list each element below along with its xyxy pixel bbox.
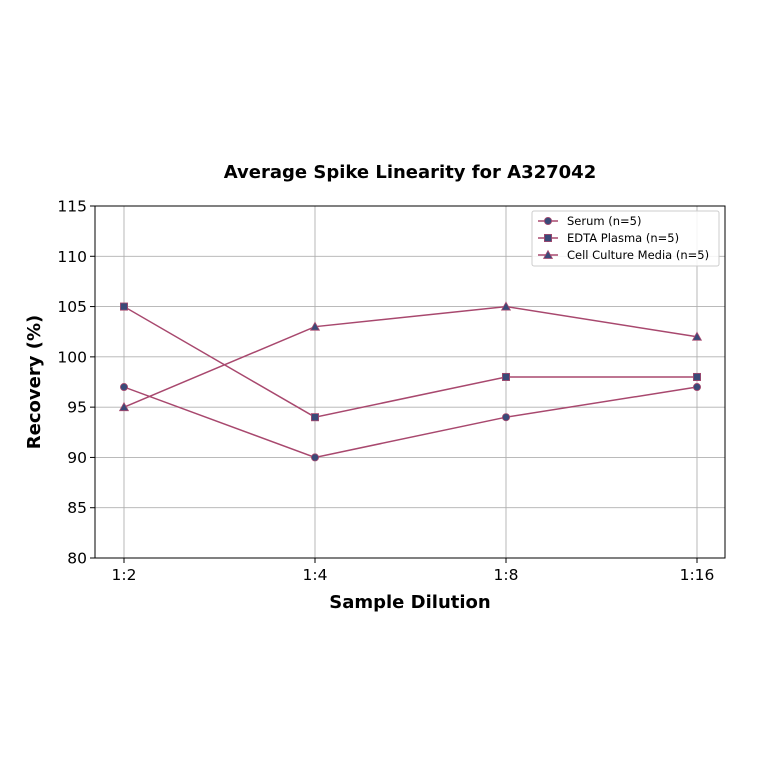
x-tick-label: 1:16 <box>680 566 715 584</box>
y-tick-label: 110 <box>57 248 87 266</box>
data-point <box>310 453 319 462</box>
legend-item: EDTA Plasma (n=5) <box>538 231 679 245</box>
legend-marker <box>542 249 554 259</box>
data-point <box>309 321 321 331</box>
plot-frame <box>94 205 726 559</box>
series-triangle <box>118 301 703 412</box>
data-point <box>310 413 319 422</box>
x-tick-label: 1:4 <box>303 566 328 584</box>
data-point <box>501 372 510 381</box>
y-tick-label: 90 <box>67 449 87 467</box>
series-line <box>123 305 698 408</box>
data-point <box>500 301 512 311</box>
y-tick-label: 95 <box>67 399 87 417</box>
y-tick-label: 85 <box>67 499 87 517</box>
legend-item: Serum (n=5) <box>538 214 641 228</box>
x-tick-label: 1:2 <box>112 566 137 584</box>
data-point <box>118 401 130 412</box>
data-point <box>501 413 510 422</box>
series-square <box>120 302 702 422</box>
x-axis-label: Sample Dilution <box>329 592 490 613</box>
data-point <box>120 383 129 392</box>
y-tick-label: 105 <box>57 298 87 316</box>
tick-layer: 80 85 90 95 100 105 110 115 1:2 1:4 1:8 1:16 <box>57 198 714 585</box>
legend-label: Serum (n=5) <box>567 214 641 228</box>
x-tick-label: 1:8 <box>494 566 519 584</box>
data-point <box>120 302 129 311</box>
legend-marker <box>544 233 553 242</box>
y-tick-label: 80 <box>67 550 87 568</box>
y-tick-label: 115 <box>57 198 87 216</box>
y-axis-label: Recovery (%) <box>24 315 45 449</box>
legend-label: EDTA Plasma (n=5) <box>567 231 679 245</box>
y-tick-label: 100 <box>57 348 87 366</box>
series-line <box>123 305 697 418</box>
legend-marker <box>544 216 553 225</box>
series-circle <box>120 383 702 462</box>
data-point <box>691 331 703 341</box>
data-point <box>693 372 702 381</box>
chart-title: Average Spike Linearity for A327042 <box>224 162 596 183</box>
legend-item: Cell Culture Media (n=5) <box>538 248 709 262</box>
data-point <box>693 383 702 392</box>
series-line <box>123 386 698 459</box>
series-layer <box>118 301 703 462</box>
legend-box <box>531 210 720 267</box>
legend: Serum (n=5) EDTA Plasma (n=5) Cell Culture… <box>531 210 720 267</box>
legend-label: Cell Culture Media (n=5) <box>567 248 709 262</box>
